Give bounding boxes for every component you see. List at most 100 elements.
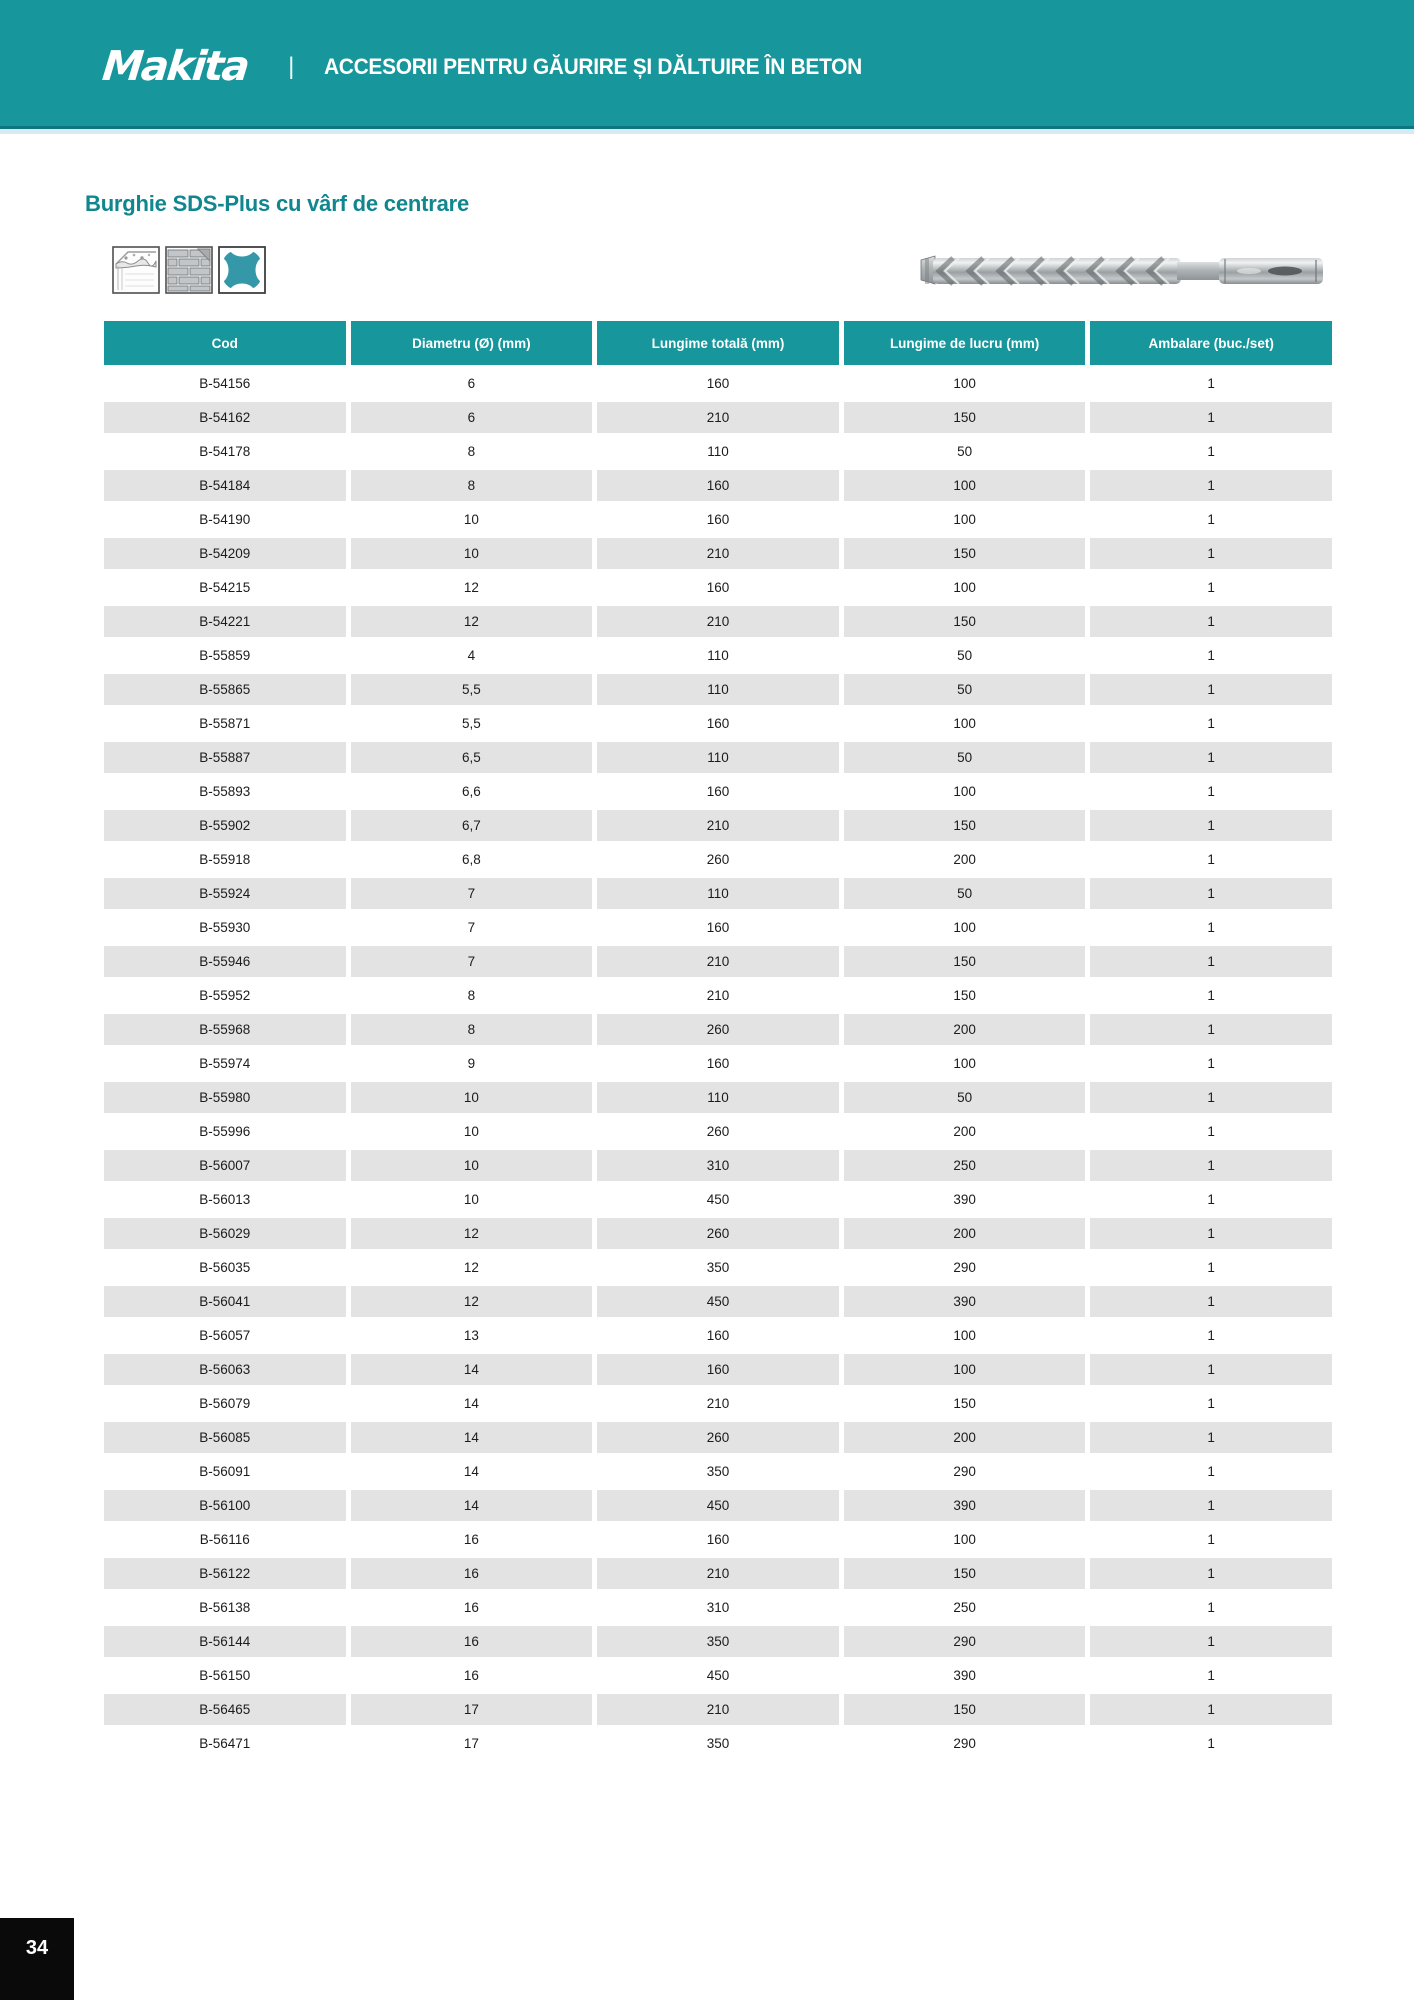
table-cell: 13 xyxy=(350,1320,593,1351)
table-row: B-56465 17 210 150 1 xyxy=(104,1694,1332,1725)
table-cell: 1 xyxy=(1090,436,1332,467)
table-cell: 390 xyxy=(843,1490,1086,1521)
table-cell: 100 xyxy=(843,912,1086,943)
table-cell: 1 xyxy=(1090,1014,1332,1045)
table-cell: 12 xyxy=(350,572,593,603)
table-cell: 8 xyxy=(350,1014,593,1045)
table-row: B-55918 6,8 260 200 1 xyxy=(104,844,1332,875)
table-cell: 6,5 xyxy=(350,742,593,773)
table-cell: 350 xyxy=(597,1456,839,1487)
table-row: B-56035 12 350 290 1 xyxy=(104,1252,1332,1283)
table-cell: 10 xyxy=(350,1082,593,1113)
table-cell: 10 xyxy=(350,504,593,535)
table-cell: 210 xyxy=(597,538,839,569)
table-cell: 210 xyxy=(597,1558,839,1589)
table-cell: 1 xyxy=(1090,1660,1332,1691)
table-row: B-56007 10 310 250 1 xyxy=(104,1150,1332,1181)
table-cell: B-56150 xyxy=(104,1660,346,1691)
table-cell: B-56144 xyxy=(104,1626,346,1657)
section-title: Burghie SDS-Plus cu vârf de centrare xyxy=(85,191,470,216)
table-cell: 50 xyxy=(843,436,1086,467)
pictogram-and-photo-row xyxy=(112,246,1325,294)
table-cell: 7 xyxy=(350,878,593,909)
table-cell: 110 xyxy=(597,742,839,773)
table-cell: 1 xyxy=(1090,470,1332,501)
table-cell: 260 xyxy=(597,1116,839,1147)
sds-plus-drill-bit-photo xyxy=(920,255,1323,286)
col-header-cod: Cod xyxy=(104,321,346,365)
table-cell: B-56035 xyxy=(104,1252,346,1283)
table-cell: B-55974 xyxy=(104,1048,346,1079)
table-row: B-54190 10 160 100 1 xyxy=(104,504,1332,535)
table-cell: 100 xyxy=(843,504,1086,535)
table-cell: 210 xyxy=(597,980,839,1011)
table-cell: 390 xyxy=(843,1660,1086,1691)
table-cell: 150 xyxy=(843,946,1086,977)
table-cell: 290 xyxy=(843,1626,1086,1657)
table-cell: 200 xyxy=(843,1116,1086,1147)
table-cell: B-56041 xyxy=(104,1286,346,1317)
table-cell: 1 xyxy=(1090,368,1332,399)
table-cell: 260 xyxy=(597,1218,839,1249)
table-row: B-56091 14 350 290 1 xyxy=(104,1456,1332,1487)
table-cell: 110 xyxy=(597,436,839,467)
table-cell: B-54156 xyxy=(104,368,346,399)
table-cell: 1 xyxy=(1090,1184,1332,1215)
table-cell: 160 xyxy=(597,1524,839,1555)
table-row: B-55887 6,5 110 50 1 xyxy=(104,742,1332,773)
table-cell: 210 xyxy=(597,402,839,433)
table-row: B-55946 7 210 150 1 xyxy=(104,946,1332,977)
table-cell: 14 xyxy=(350,1422,593,1453)
table-cell: 450 xyxy=(597,1286,839,1317)
table-cell: 100 xyxy=(843,368,1086,399)
table-row: B-56144 16 350 290 1 xyxy=(104,1626,1332,1657)
table-cell: 100 xyxy=(843,1320,1086,1351)
table-cell: 1 xyxy=(1090,1694,1332,1725)
table-cell: 200 xyxy=(843,1014,1086,1045)
table-cell: 250 xyxy=(843,1150,1086,1181)
table-cell: B-55980 xyxy=(104,1082,346,1113)
header-row: Cod Diametru (Ø) (mm) Lungime totală (mm… xyxy=(104,321,1332,365)
table-cell: B-54190 xyxy=(104,504,346,535)
table-cell: 1 xyxy=(1090,1048,1332,1079)
table-cell: 6,7 xyxy=(350,810,593,841)
table-cell: 150 xyxy=(843,810,1086,841)
table-cell: B-54178 xyxy=(104,436,346,467)
table-row: B-56063 14 160 100 1 xyxy=(104,1354,1332,1385)
spec-table-head: Cod Diametru (Ø) (mm) Lungime totală (mm… xyxy=(104,321,1332,365)
table-cell: 17 xyxy=(350,1728,593,1759)
table-cell: 110 xyxy=(597,878,839,909)
table-cell: 1 xyxy=(1090,572,1332,603)
table-cell: 1 xyxy=(1090,980,1332,1011)
table-cell: B-55902 xyxy=(104,810,346,841)
table-row: B-54184 8 160 100 1 xyxy=(104,470,1332,501)
header-separator: | xyxy=(288,53,295,80)
table-cell: 1 xyxy=(1090,402,1332,433)
table-cell: 100 xyxy=(843,1354,1086,1385)
table-cell: B-56122 xyxy=(104,1558,346,1589)
table-row: B-54215 12 160 100 1 xyxy=(104,572,1332,603)
table-cell: 110 xyxy=(597,640,839,671)
table-cell: 210 xyxy=(597,946,839,977)
table-row: B-55980 10 110 50 1 xyxy=(104,1082,1332,1113)
table-cell: 12 xyxy=(350,1252,593,1283)
table-cell: 290 xyxy=(843,1456,1086,1487)
table-cell: 310 xyxy=(597,1150,839,1181)
table-cell: 160 xyxy=(597,572,839,603)
table-row: B-55952 8 210 150 1 xyxy=(104,980,1332,1011)
table-cell: 350 xyxy=(597,1626,839,1657)
table-cell: 8 xyxy=(350,436,593,467)
table-row: B-54178 8 110 50 1 xyxy=(104,436,1332,467)
table-cell: B-56079 xyxy=(104,1388,346,1419)
table-cell: 350 xyxy=(597,1252,839,1283)
table-cell: B-55893 xyxy=(104,776,346,807)
table-row: B-55865 5,5 110 50 1 xyxy=(104,674,1332,705)
table-cell: 160 xyxy=(597,1048,839,1079)
table-cell: 1 xyxy=(1090,674,1332,705)
header-banner: Makita | ACCESORII PENTRU GĂURIRE ȘI DĂL… xyxy=(0,0,1414,126)
table-cell: 160 xyxy=(597,1354,839,1385)
table-cell: 1 xyxy=(1090,1456,1332,1487)
table-cell: 50 xyxy=(843,1082,1086,1113)
table-row: B-55968 8 260 200 1 xyxy=(104,1014,1332,1045)
table-row: B-56150 16 450 390 1 xyxy=(104,1660,1332,1691)
